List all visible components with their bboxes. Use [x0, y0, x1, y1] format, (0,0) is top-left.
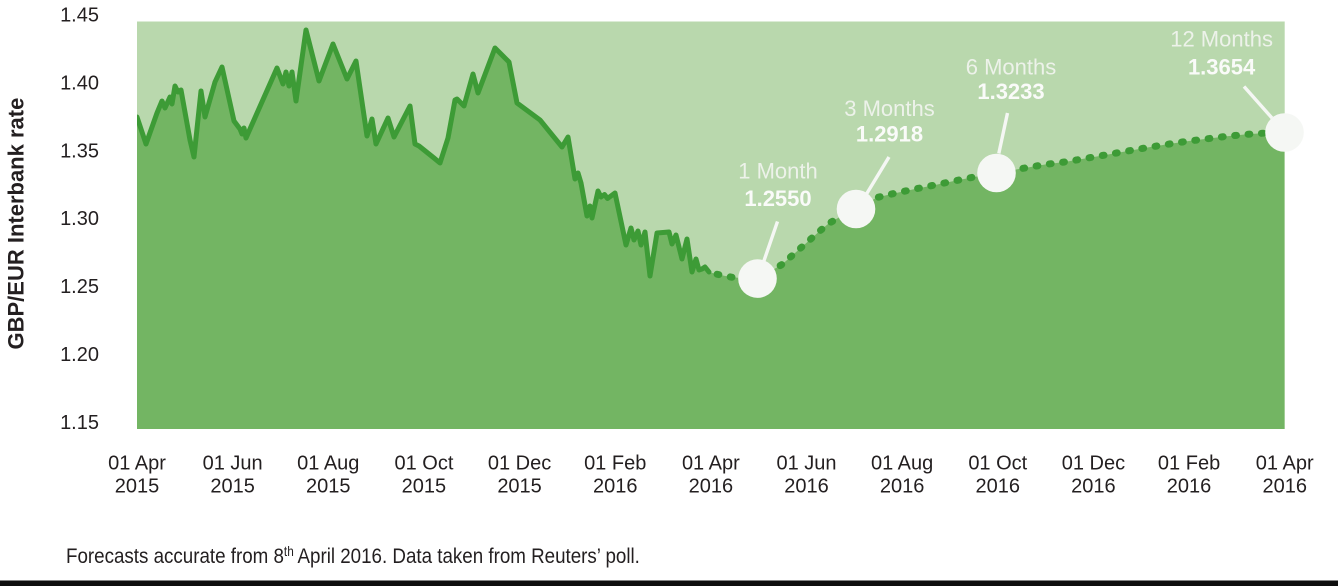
svg-text:2016: 2016 — [1262, 476, 1307, 498]
svg-text:1.40: 1.40 — [60, 72, 99, 94]
svg-text:2016: 2016 — [880, 476, 925, 498]
svg-text:2016: 2016 — [976, 476, 1021, 498]
svg-text:1.2918: 1.2918 — [856, 122, 923, 147]
svg-text:2015: 2015 — [497, 476, 542, 498]
svg-text:01 Apr: 01 Apr — [1256, 452, 1314, 474]
svg-text:3 Months: 3 Months — [844, 96, 935, 121]
svg-text:01 Oct: 01 Oct — [394, 452, 453, 474]
svg-text:2015: 2015 — [115, 476, 160, 498]
svg-text:01 Aug: 01 Aug — [871, 452, 933, 474]
svg-text:01 Jun: 01 Jun — [203, 452, 263, 474]
svg-text:01 Feb: 01 Feb — [584, 452, 646, 474]
svg-text:01 Apr: 01 Apr — [108, 452, 166, 474]
svg-text:01 Apr: 01 Apr — [682, 452, 740, 474]
svg-text:1.2550: 1.2550 — [744, 186, 811, 211]
svg-text:2016: 2016 — [1071, 476, 1116, 498]
svg-text:2016: 2016 — [784, 476, 829, 498]
svg-text:12 Months: 12 Months — [1170, 27, 1273, 52]
svg-text:1.15: 1.15 — [60, 412, 99, 434]
svg-text:2015: 2015 — [306, 476, 351, 498]
svg-text:2016: 2016 — [1167, 476, 1212, 498]
svg-text:1.30: 1.30 — [60, 208, 99, 230]
svg-text:2016: 2016 — [593, 476, 638, 498]
svg-text:1.3654: 1.3654 — [1188, 54, 1256, 79]
svg-text:Forecasts accurate from 8th Ap: Forecasts accurate from 8th April 2016. … — [66, 544, 640, 568]
svg-text:01 Oct: 01 Oct — [968, 452, 1027, 474]
svg-text:1.25: 1.25 — [60, 276, 99, 298]
svg-text:1 Month: 1 Month — [738, 159, 818, 184]
svg-text:01 Dec: 01 Dec — [488, 452, 551, 474]
svg-text:6 Months: 6 Months — [966, 54, 1057, 79]
svg-text:1.20: 1.20 — [60, 344, 99, 366]
svg-text:01 Feb: 01 Feb — [1158, 452, 1220, 474]
svg-text:1.35: 1.35 — [60, 140, 99, 162]
svg-text:2016: 2016 — [689, 476, 734, 498]
svg-text:GBP/EUR Interbank rate: GBP/EUR Interbank rate — [4, 98, 29, 350]
svg-text:01 Jun: 01 Jun — [776, 452, 836, 474]
svg-text:01 Dec: 01 Dec — [1062, 452, 1125, 474]
svg-text:2015: 2015 — [402, 476, 447, 498]
svg-text:1.45: 1.45 — [60, 5, 99, 27]
svg-text:1.3233: 1.3233 — [977, 79, 1044, 104]
svg-text:01 Aug: 01 Aug — [297, 452, 359, 474]
svg-text:2015: 2015 — [210, 476, 255, 498]
